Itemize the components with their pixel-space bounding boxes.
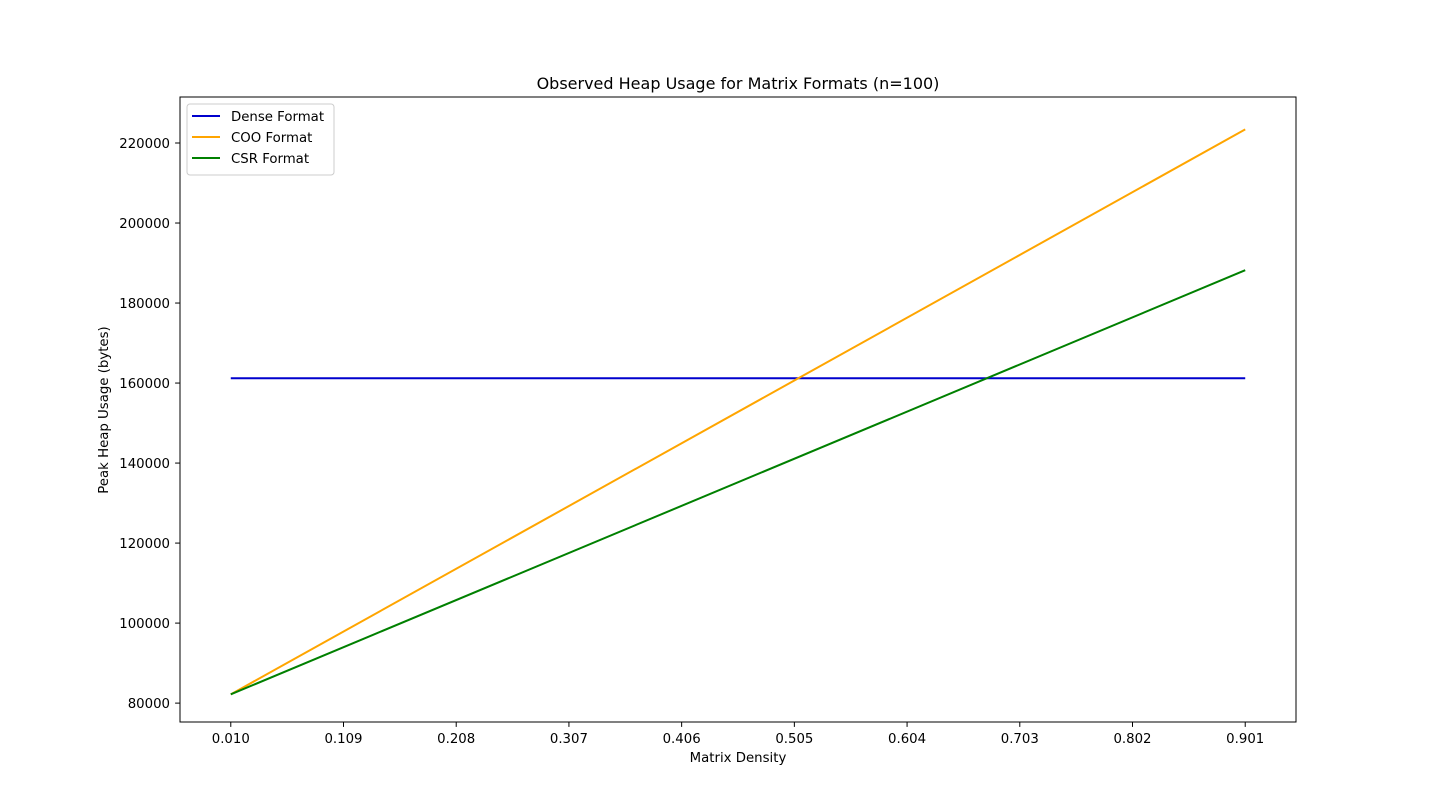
y-axis: 80000 100000 120000 140000 160000 180000 20000… [119,137,180,712]
axes-frame [179,96,1297,723]
x-tick-label: 0.604 [888,732,926,747]
x-tick-label: 0.406 [663,732,701,747]
x-tick-label: 0.802 [1113,732,1151,747]
y-tick-label: 100000 [119,617,170,632]
y-tick-label: 200000 [119,217,170,232]
x-tick-label: 0.109 [324,732,362,747]
y-tick-label: 160000 [119,377,170,392]
y-tick-label: 140000 [119,457,170,472]
y-axis-label: Peak Heap Usage (bytes) [97,326,112,493]
x-tick-label: 0.901 [1226,732,1264,747]
x-tick-label: 0.307 [550,732,588,747]
legend-label-coo-format: COO Format [231,131,312,146]
chart-title: Observed Heap Usage for Matrix Formats (… [537,74,940,93]
y-tick-label: 80000 [128,697,170,712]
legend: Dense Format COO Format CSR Format [186,103,335,176]
legend-label-csr-format: CSR Format [231,152,309,167]
x-axis-label: Matrix Density [690,751,787,766]
legend-label-dense-format: Dense Format [231,110,324,125]
x-tick-label: 0.010 [212,732,250,747]
y-tick-label: 220000 [119,137,170,152]
x-axis: 0.010 0.109 0.208 0.307 0.406 0.505 0.604 0.703… [212,722,1264,747]
x-tick-label: 0.703 [1001,732,1039,747]
x-tick-label: 0.505 [775,732,813,747]
plot-area [230,128,1246,696]
legend-box [186,103,335,176]
x-tick-label: 0.208 [437,732,475,747]
y-tick-label: 120000 [119,537,170,552]
series-line-csr-format [230,269,1246,696]
series-line-coo-format [230,128,1246,696]
y-tick-label: 180000 [119,297,170,312]
